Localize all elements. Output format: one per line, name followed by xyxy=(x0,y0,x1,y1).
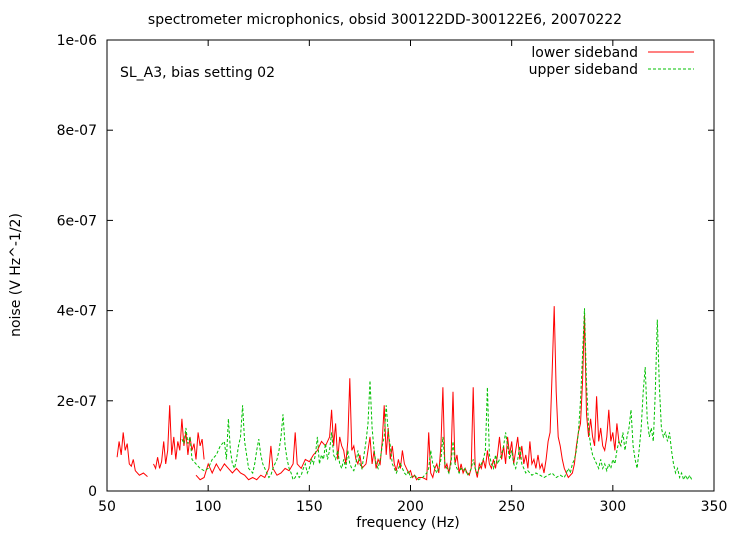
x-tick-label: 200 xyxy=(397,499,424,515)
x-axis-label: frequency (Hz) xyxy=(356,515,459,531)
plot-annotation: SL_A3, bias setting 02 xyxy=(120,65,275,81)
y-axis-label: noise (V Hz^-1/2) xyxy=(8,213,24,337)
plot-frame xyxy=(106,39,715,492)
legend-label-upper-sideband: upper sideband xyxy=(529,62,638,78)
chart-title: spectrometer microphonics, obsid 300122D… xyxy=(148,12,622,28)
y-tick-label: 2e-07 xyxy=(57,394,97,410)
y-tick-label: 1e-06 xyxy=(57,33,97,49)
y-tick-label: 4e-07 xyxy=(57,304,97,320)
series-line-lower-sideband xyxy=(116,432,148,477)
x-tick-label: 350 xyxy=(701,499,728,515)
plot-area: 50 100 150 200 250 300 350 0 2e-07 4e-07 6e-07 8e-0… xyxy=(57,33,728,515)
y-tick-label: 6e-07 xyxy=(57,213,97,229)
y-tick-label: 0 xyxy=(88,484,97,500)
x-tick-label: 100 xyxy=(195,499,222,515)
series-line-upper-sideband xyxy=(181,308,693,482)
x-tick-label: 250 xyxy=(498,499,525,515)
x-tick-label: 150 xyxy=(296,499,323,515)
legend: lower sideband upper sideband xyxy=(529,45,694,78)
series-group xyxy=(116,306,693,482)
series-line-lower-sideband xyxy=(153,405,205,471)
x-tick-label: 50 xyxy=(98,499,116,515)
axis-ticks: 50 100 150 200 250 300 350 0 2e-07 4e-07 6e-07 8e-0… xyxy=(57,33,728,515)
x-tick-label: 300 xyxy=(599,499,626,515)
y-tick-label: 8e-07 xyxy=(57,123,97,139)
legend-label-lower-sideband: lower sideband xyxy=(531,45,638,61)
series-line-lower-sideband xyxy=(195,306,622,481)
